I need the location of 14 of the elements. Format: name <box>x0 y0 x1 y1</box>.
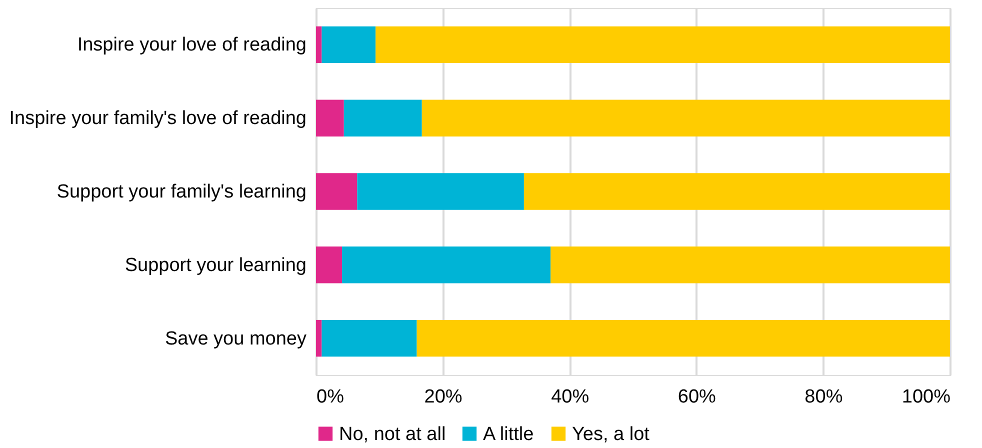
y-tick-label: Save you money <box>164 328 307 350</box>
y-tick-label: Support your family's learning <box>56 182 306 202</box>
legend-label: No, not at all <box>339 424 446 445</box>
legend-label: A little <box>483 424 534 445</box>
x-tick-label: 100% <box>902 386 951 408</box>
legend-label: Yes, a lot <box>572 424 650 445</box>
x-tick-label: 20% <box>424 386 462 408</box>
x-tick-label: 0% <box>316 386 344 408</box>
x-tick-label: 80% <box>804 386 843 408</box>
x-tick-label: 40% <box>551 386 590 408</box>
y-tick-label: Inspire your love of reading <box>77 34 306 56</box>
x-tick-label: 60% <box>678 386 716 408</box>
y-tick-label: Support your learning <box>124 254 306 276</box>
y-tick-label: Inspire your family's love of reading <box>9 108 306 130</box>
